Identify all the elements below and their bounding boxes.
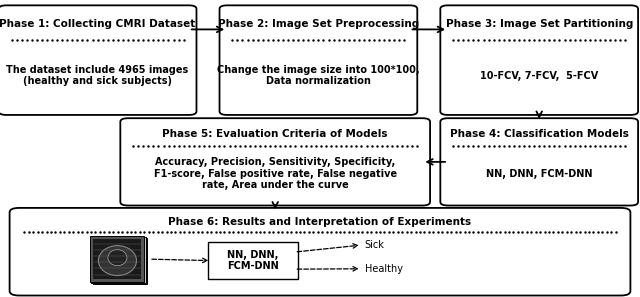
FancyBboxPatch shape (220, 5, 417, 115)
FancyBboxPatch shape (93, 238, 147, 284)
Text: Phase 3: Image Set Partitioning: Phase 3: Image Set Partitioning (445, 19, 633, 29)
Ellipse shape (99, 246, 136, 276)
Text: Phase 2: Image Set Preprocessing: Phase 2: Image Set Preprocessing (218, 19, 419, 29)
FancyBboxPatch shape (0, 5, 196, 115)
FancyBboxPatch shape (440, 118, 638, 206)
Text: Healthy: Healthy (365, 264, 403, 274)
FancyBboxPatch shape (208, 242, 298, 279)
FancyBboxPatch shape (440, 5, 638, 115)
Text: NN, DNN,
FCM-DNN: NN, DNN, FCM-DNN (227, 250, 278, 271)
Text: Phase 6: Results and Interpretation of Experiments: Phase 6: Results and Interpretation of E… (168, 217, 472, 227)
Text: The dataset include 4965 images
(healthy and sick subjects): The dataset include 4965 images (healthy… (6, 65, 189, 86)
Text: Accuracy, Precision, Sensitivity, Specificity,
F1-score, False positive rate, Fa: Accuracy, Precision, Sensitivity, Specif… (154, 157, 397, 190)
Text: Phase 5: Evaluation Criteria of Models: Phase 5: Evaluation Criteria of Models (163, 129, 388, 139)
Text: Change the image size into 100*100,
Data normalization: Change the image size into 100*100, Data… (217, 65, 420, 86)
FancyBboxPatch shape (10, 208, 630, 296)
FancyBboxPatch shape (92, 237, 146, 283)
Ellipse shape (108, 249, 127, 266)
FancyBboxPatch shape (90, 236, 144, 282)
Text: NN, DNN, FCM-DNN: NN, DNN, FCM-DNN (486, 169, 593, 179)
Text: Sick: Sick (365, 240, 385, 250)
Text: Phase 1: Collecting CMRI Dataset: Phase 1: Collecting CMRI Dataset (0, 19, 196, 29)
FancyBboxPatch shape (93, 239, 141, 279)
Text: 10-FCV, 7-FCV,  5-FCV: 10-FCV, 7-FCV, 5-FCV (480, 70, 598, 80)
Text: Phase 4: Classification Models: Phase 4: Classification Models (450, 129, 628, 139)
FancyBboxPatch shape (120, 118, 430, 206)
